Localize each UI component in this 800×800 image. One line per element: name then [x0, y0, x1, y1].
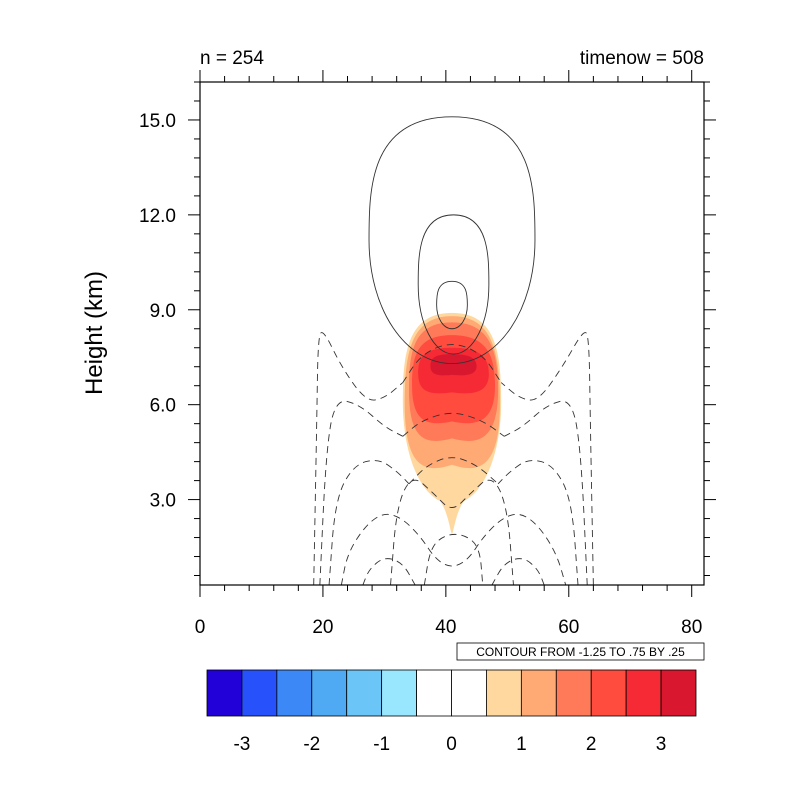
colorbar-label: -1 — [373, 734, 390, 755]
negative-contour-line — [390, 479, 514, 585]
negative-contour-line — [503, 400, 588, 585]
negative-contour-line — [402, 344, 502, 383]
y-tick-label: 9.0 — [150, 301, 176, 322]
negative-contour-line — [362, 558, 416, 585]
line-contours — [313, 116, 594, 585]
y-tick-label: 3.0 — [150, 491, 176, 512]
positive-contour-line — [417, 214, 490, 355]
negative-contour-line — [313, 332, 404, 585]
colorbar-swatch — [486, 669, 522, 717]
colorbar-swatch — [660, 669, 697, 717]
contour-info-box — [456, 642, 705, 661]
colorbar: -3 -2 -1 0 1 2 3 — [206, 669, 697, 755]
colorbar-label: 0 — [446, 734, 457, 755]
colorbar-label: 1 — [516, 734, 527, 755]
negative-contour-line — [497, 460, 579, 585]
negative-contour-line — [491, 558, 545, 585]
colorbar-swatch — [311, 669, 348, 717]
filled-contour-level — [430, 354, 477, 376]
colorbar-label: 3 — [656, 734, 667, 755]
colorbar-swatch — [555, 669, 592, 717]
colorbar-label: -3 — [233, 734, 250, 755]
colorbar-swatch — [520, 669, 557, 717]
x-tick-label: 40 — [435, 617, 456, 638]
colorbar-swatch — [206, 669, 243, 717]
colorbar-swatch — [276, 669, 313, 717]
contour-info-text: CONTOUR FROM -1.25 TO .75 BY .25 — [476, 645, 685, 659]
positive-contour-line — [436, 280, 468, 330]
x-tick-label: 60 — [558, 617, 579, 638]
colorbar-label: -2 — [303, 734, 320, 755]
colorbar-swatch — [451, 669, 487, 717]
colorbar-swatch — [590, 669, 627, 717]
colorbar-swatch — [625, 669, 662, 717]
negative-contour-line — [423, 533, 484, 585]
left-title: n = 254 — [200, 48, 264, 69]
right-title: timenow = 508 — [580, 48, 704, 69]
colorbar-swatch — [381, 669, 417, 717]
plot-frame — [199, 81, 705, 586]
negative-contour-line — [408, 457, 499, 485]
x-tick-label: 0 — [195, 617, 206, 638]
y-tick-label: 12.0 — [139, 206, 176, 227]
x-tick-label: 80 — [681, 617, 702, 638]
colorbar-swatch — [416, 669, 452, 717]
colorbar-label: 2 — [586, 734, 597, 755]
y-axis-label: Height (km) — [81, 271, 108, 395]
negative-contour-line — [328, 460, 410, 585]
negative-contour-line — [402, 412, 505, 437]
negative-contour-line — [500, 332, 594, 585]
x-axis: 0 20 40 60 80 — [195, 70, 702, 638]
y-tick-label: 6.0 — [150, 396, 176, 417]
colorbar-swatch — [241, 669, 278, 717]
colorbar-swatch — [346, 669, 383, 717]
y-tick-label: 15.0 — [139, 111, 176, 132]
x-tick-label: 20 — [312, 617, 333, 638]
filled-contours — [402, 312, 502, 535]
negative-contour-line — [319, 400, 404, 585]
negative-contour-line — [340, 513, 567, 585]
positive-contour-line — [368, 116, 536, 365]
y-axis: 3.0 6.0 9.0 12.0 15.0 — [139, 81, 716, 577]
